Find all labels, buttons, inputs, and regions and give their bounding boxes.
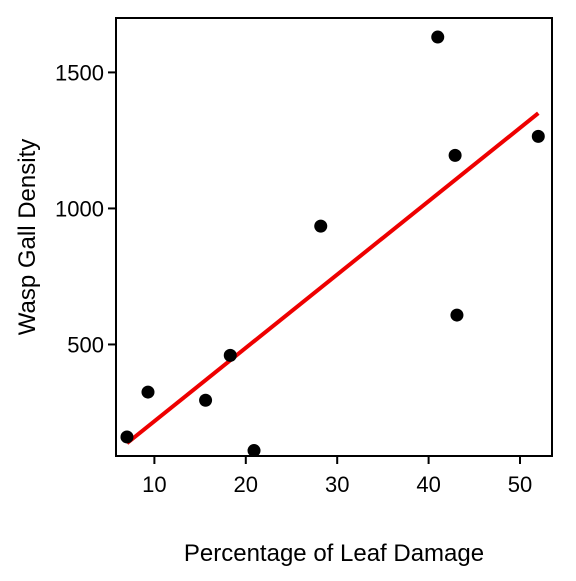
data-point bbox=[141, 385, 155, 399]
plot-panel bbox=[115, 17, 553, 457]
data-point bbox=[531, 129, 545, 143]
data-point bbox=[314, 219, 328, 233]
data-point bbox=[448, 148, 462, 162]
y-tick-label: 500 bbox=[67, 332, 104, 357]
x-tick-label: 30 bbox=[325, 472, 349, 497]
data-point bbox=[450, 308, 464, 322]
regression-line bbox=[125, 111, 540, 445]
x-tick-label: 20 bbox=[234, 472, 258, 497]
data-point bbox=[431, 30, 445, 44]
data-point bbox=[223, 348, 237, 362]
data-points bbox=[120, 30, 545, 458]
x-tick-label: 40 bbox=[416, 472, 440, 497]
y-axis-title: Wasp Gall Density bbox=[14, 139, 41, 336]
data-point bbox=[120, 430, 134, 444]
x-tick-label: 10 bbox=[142, 472, 166, 497]
x-axis: 10 20 30 40 50 bbox=[142, 456, 532, 497]
data-point bbox=[247, 444, 261, 458]
trend-line-layer bbox=[125, 111, 540, 445]
y-tick-label: 1500 bbox=[55, 60, 104, 85]
y-tick-label: 1000 bbox=[55, 196, 104, 221]
x-tick-label: 50 bbox=[508, 472, 532, 497]
data-point bbox=[199, 393, 213, 407]
y-axis: 500 1000 1500 bbox=[55, 60, 116, 357]
x-axis-title: Percentage of Leaf Damage bbox=[184, 540, 484, 567]
